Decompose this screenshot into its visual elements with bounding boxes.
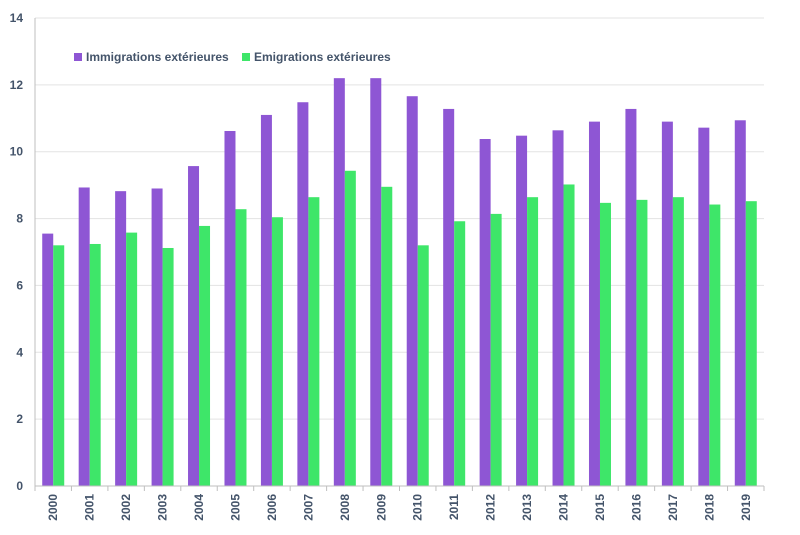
x-tick-label: 2010 <box>411 494 425 521</box>
legend: Immigrations extérieures Emigrations exté… <box>74 50 391 64</box>
bar-emigrations <box>53 245 65 486</box>
x-tick-label: 2013 <box>520 494 534 521</box>
x-tick-label: 2012 <box>484 494 498 521</box>
bar-emigrations <box>417 245 429 486</box>
bar-emigrations <box>162 247 174 486</box>
bars <box>42 78 757 487</box>
bar-emigrations <box>344 170 356 486</box>
bar-emigrations <box>126 232 138 486</box>
bar-emigrations <box>636 199 648 486</box>
y-tick-label: 12 <box>10 78 24 92</box>
x-tick-label: 2014 <box>557 494 571 521</box>
bar-immigrations <box>698 127 710 487</box>
bar-emigrations <box>199 225 211 486</box>
bar-immigrations <box>479 139 491 486</box>
bar-immigrations <box>151 188 163 487</box>
bar-emigrations <box>745 201 757 486</box>
x-tick-label: 2003 <box>156 494 170 521</box>
y-axis: 0 2 4 6 8 10 12 14 <box>10 11 36 493</box>
y-tick-label: 0 <box>16 479 23 493</box>
bar-emigrations <box>527 197 539 486</box>
x-tick-label: 2002 <box>119 494 133 521</box>
x-tick-label: 2005 <box>228 494 242 521</box>
x-tick-label: 2007 <box>301 494 315 521</box>
x-axis: 2000 2001 2002 2003 2004 2005 2006 2007 2008 2009… <box>34 485 765 521</box>
bar-immigrations <box>443 108 455 487</box>
legend-swatch-emigrations <box>242 53 250 61</box>
y-tick-label: 6 <box>16 278 23 292</box>
bar-immigrations <box>78 187 90 487</box>
legend-label-emigrations: Emigrations extérieures <box>254 50 391 64</box>
bar-emigrations <box>490 213 502 486</box>
bar-immigrations <box>516 135 528 487</box>
bar-immigrations <box>188 166 200 486</box>
y-tick-label: 10 <box>10 145 24 159</box>
bar-emigrations <box>563 184 575 486</box>
x-tick-label: 2017 <box>666 494 680 521</box>
y-tick-label: 8 <box>16 212 23 226</box>
bar-immigrations <box>333 78 345 487</box>
x-tick-label: 2004 <box>192 494 206 521</box>
bar-immigrations <box>370 78 382 487</box>
x-tick-label: 2011 <box>447 494 461 520</box>
bar-emigrations <box>271 217 283 487</box>
x-tick-label: 2019 <box>739 494 753 521</box>
x-tick-label: 2000 <box>46 494 60 521</box>
x-tick-label: 2009 <box>374 494 388 521</box>
y-tick-label: 4 <box>16 345 23 359</box>
x-tick-label: 2006 <box>265 494 279 521</box>
x-tick-label: 2008 <box>338 494 352 521</box>
bar-emigrations <box>454 221 466 486</box>
x-tick-label: 2001 <box>83 494 97 521</box>
bar-immigrations <box>260 114 272 486</box>
x-tick-label: 2015 <box>593 494 607 521</box>
bar-emigrations <box>235 209 247 486</box>
bar-immigrations <box>552 130 564 486</box>
bar-emigrations <box>308 197 320 486</box>
bar-immigrations <box>734 120 746 486</box>
bar-immigrations <box>661 121 673 486</box>
x-tick-label: 2018 <box>702 494 716 521</box>
bar-immigrations <box>406 96 418 486</box>
bar-immigrations <box>224 130 236 487</box>
legend-label-immigrations: Immigrations extérieures <box>86 50 229 64</box>
y-tick-label: 14 <box>10 11 24 25</box>
bar-immigrations <box>588 121 600 486</box>
bar-emigrations <box>599 202 611 487</box>
gridlines <box>35 17 764 420</box>
legend-swatch-immigrations <box>74 53 82 61</box>
bar-immigrations <box>42 233 54 486</box>
bar-emigrations <box>89 243 101 486</box>
bar-emigrations <box>672 197 684 486</box>
bar-emigrations <box>381 186 393 486</box>
x-tick-label: 2016 <box>629 494 643 521</box>
bar-immigrations <box>115 191 127 486</box>
bar-immigrations <box>625 108 637 487</box>
bar-emigrations <box>709 204 721 486</box>
bar-immigrations <box>297 102 309 487</box>
y-tick-label: 2 <box>16 412 23 426</box>
